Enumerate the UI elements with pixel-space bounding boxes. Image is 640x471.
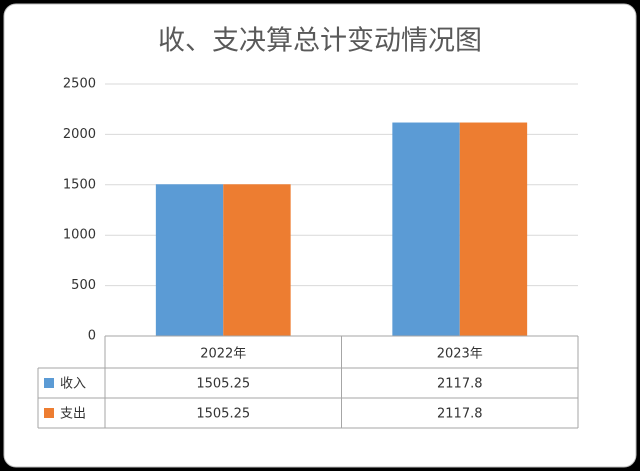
bar [459, 122, 528, 336]
y-tick-label: 0 [88, 329, 96, 344]
bar [155, 184, 224, 336]
bar [223, 184, 291, 336]
legend-swatch [44, 408, 54, 418]
y-tick-label: 500 [71, 278, 96, 293]
y-tick-label: 1500 [63, 177, 96, 192]
table-value: 1505.25 [196, 407, 250, 422]
table-value: 2117.8 [437, 407, 483, 422]
y-tick-label: 2000 [63, 127, 96, 142]
legend-label: 收入 [60, 377, 86, 392]
y-tick-label: 1000 [63, 228, 96, 243]
legend-label: 支出 [60, 407, 86, 422]
x-tick-label: 2022年 [200, 347, 246, 362]
table-value: 1505.25 [196, 377, 250, 392]
legend-swatch [44, 378, 54, 388]
x-tick-label: 2023年 [437, 347, 483, 362]
y-tick-label: 2500 [63, 77, 96, 92]
bar [392, 122, 460, 336]
chart-title: 收、支决算总计变动情况图 [158, 26, 482, 57]
table-value: 2117.8 [437, 377, 483, 392]
